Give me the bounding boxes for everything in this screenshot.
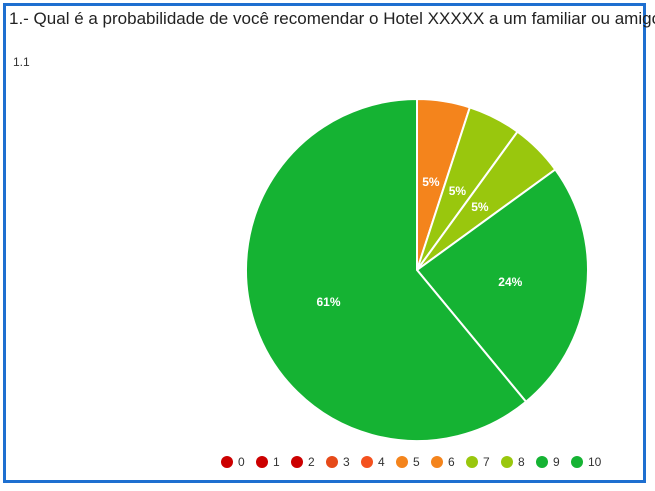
- legend-item-0: 0: [221, 455, 245, 469]
- legend-swatch-8: [501, 456, 513, 468]
- pie-slice-10: [245, 97, 528, 442]
- legend-label-8: 8: [518, 455, 525, 469]
- legend-item-5: 5: [396, 455, 420, 469]
- chart-title: 1.- Qual é a probabilidade de você recom…: [9, 9, 655, 28]
- legend-label-5: 5: [413, 455, 420, 469]
- legend-item-3: 3: [326, 455, 350, 469]
- slice-label-9: 24%: [498, 275, 522, 289]
- legend-swatch-1: [256, 456, 268, 468]
- legend-swatch-4: [361, 456, 373, 468]
- legend-swatch-0: [221, 456, 233, 468]
- legend-label-3: 3: [343, 455, 350, 469]
- slice-label-7: 5%: [449, 184, 467, 198]
- legend-swatch-5: [396, 456, 408, 468]
- legend-label-6: 6: [448, 455, 455, 469]
- legend-item-2: 2: [291, 455, 315, 469]
- legend-swatch-10: [571, 456, 583, 468]
- legend-item-6: 6: [431, 455, 455, 469]
- legend-item-4: 4: [361, 455, 385, 469]
- legend-item-8: 8: [501, 455, 525, 469]
- legend-swatch-6: [431, 456, 443, 468]
- chart-legend: 0 1 2 3 4 5 6 7 8 9 10: [221, 455, 602, 469]
- legend-swatch-7: [466, 456, 478, 468]
- slice-label-5: 5%: [422, 175, 440, 189]
- legend-swatch-9: [536, 456, 548, 468]
- legend-swatch-3: [326, 456, 338, 468]
- legend-label-9: 9: [553, 455, 560, 469]
- legend-item-7: 7: [466, 455, 490, 469]
- legend-label-2: 2: [308, 455, 315, 469]
- slice-label-10: 61%: [316, 295, 340, 309]
- legend-label-7: 7: [483, 455, 490, 469]
- legend-item-9: 9: [536, 455, 560, 469]
- pie-slices: [245, 97, 589, 442]
- legend-label-1: 1: [273, 455, 280, 469]
- pie-slice-9: [415, 168, 589, 404]
- legend-swatch-2: [291, 456, 303, 468]
- legend-item-10: 10: [571, 455, 602, 469]
- slice-label-8: 5%: [471, 200, 489, 214]
- legend-label-10: 10: [588, 455, 602, 469]
- pie-labels: 5% 5% 5% 24% 61%: [316, 175, 522, 309]
- legend-label-4: 4: [378, 455, 385, 469]
- legend-label-0: 0: [238, 455, 245, 469]
- legend-item-1: 1: [256, 455, 280, 469]
- chart-subtitle: 1.1: [13, 55, 30, 69]
